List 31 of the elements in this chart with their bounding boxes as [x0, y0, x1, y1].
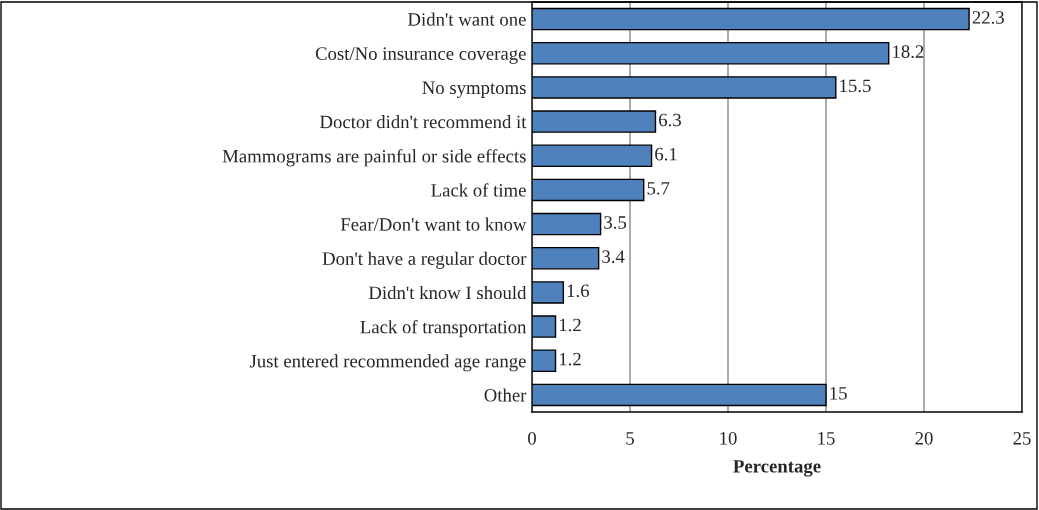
data-label: 5.7: [647, 182, 670, 195]
data-label: 22.3: [972, 11, 1004, 24]
data-label: 1.6: [567, 284, 590, 298]
y-tick-label: Lack of transportation: [360, 319, 527, 338]
x-tick-label: 25: [1013, 432, 1031, 445]
y-tick-label: Mammograms are painful or side effects: [222, 149, 526, 167]
x-tick-label: 20: [915, 431, 933, 445]
y-tick-label: Lack of time: [431, 183, 526, 197]
y-tick-label: Didn't want one: [408, 12, 526, 26]
data-label: 15.5: [840, 79, 871, 93]
data-label: 1.2: [559, 352, 581, 366]
y-tick-label: Doctor didn't recommend it: [320, 115, 527, 129]
y-tick-label: Just entered recommended age range: [249, 354, 526, 372]
data-label: 6.3: [659, 113, 681, 127]
y-tick-label: Don't have a regular doctor: [322, 251, 527, 269]
x-axis-title: Percentage: [733, 460, 821, 477]
data-label: 1.2: [559, 318, 581, 332]
data-label: 6.1: [655, 147, 677, 161]
x-tick-label: 15: [818, 432, 835, 445]
x-tick-label: 5: [626, 432, 634, 445]
y-tick-label: Didn't know I should: [368, 285, 527, 300]
y-tick-label: Fear/Don't want to know: [340, 217, 527, 231]
data-label: 3.5: [604, 216, 627, 229]
y-tick-label: No symptoms: [422, 81, 526, 98]
data-label: 18.2: [893, 45, 924, 59]
x-tick-label: 0: [528, 431, 536, 445]
y-tick-label: Cost/No insurance coverage: [315, 47, 526, 64]
x-tick-label: 10: [720, 431, 737, 445]
data-label: 3.4: [602, 250, 625, 264]
y-tick-label: Other: [484, 388, 527, 402]
data-label: 15: [830, 387, 847, 400]
